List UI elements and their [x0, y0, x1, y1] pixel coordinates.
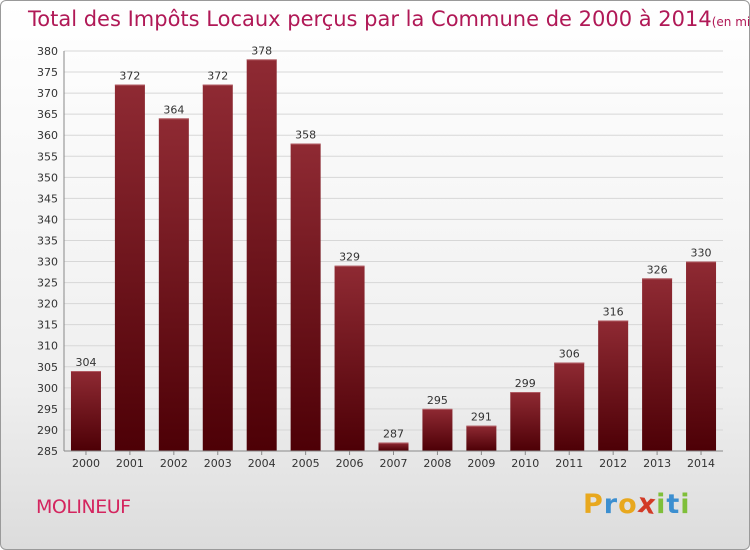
logo-letter: o: [618, 489, 638, 520]
x-tick-label-2005: 2005: [292, 457, 320, 470]
logo-letter: i: [680, 489, 691, 520]
x-tick-label-2013: 2013: [643, 457, 671, 470]
bar-2011: [554, 362, 585, 451]
data-label-2003: 372: [207, 70, 228, 83]
x-tick-label-2004: 2004: [248, 457, 276, 470]
data-label-2004: 378: [251, 44, 272, 57]
chart-title: Total des Impôts Locaux perçus par la Co…: [28, 7, 750, 31]
data-label-2000: 304: [75, 356, 96, 369]
y-tick-label: 375: [37, 66, 58, 79]
bar-2014: [686, 261, 717, 451]
y-tick-label: 380: [37, 45, 58, 58]
title-unit: (en milliers d'€): [711, 15, 750, 29]
bar-2008: [422, 408, 453, 451]
bar-2009: [466, 425, 497, 451]
y-tick-label: 335: [37, 234, 58, 247]
x-axis: 2000 2001 2002 2003 2004 2005 2006 2007 2008 2009…: [64, 450, 723, 470]
bar-2006: [334, 265, 365, 451]
y-tick-label: 345: [37, 192, 58, 205]
proxiti-logo: Proxiti: [583, 487, 691, 522]
y-tick-label: 325: [37, 277, 58, 290]
bar-2010: [510, 392, 541, 451]
x-tick-label-2001: 2001: [116, 457, 144, 470]
x-tick-label-2008: 2008: [423, 457, 451, 470]
x-tick-label-2006: 2006: [336, 457, 364, 470]
data-label-2009: 291: [471, 411, 492, 424]
y-tick-label: 370: [37, 87, 58, 100]
logo-letter: P: [583, 489, 604, 520]
data-label-2012: 316: [603, 305, 624, 318]
bar-2001: [114, 84, 145, 452]
y-tick-label: 305: [37, 361, 58, 374]
data-label-2008: 295: [427, 394, 448, 407]
y-tick-label: 320: [37, 298, 58, 311]
bar-2000: [70, 371, 101, 451]
data-label-2006: 329: [339, 251, 360, 264]
y-tick-label: 365: [37, 108, 58, 121]
y-tick-label: 315: [37, 319, 58, 332]
y-tick-label: 355: [37, 150, 58, 163]
y-tick-label: 350: [37, 171, 58, 184]
bar-2012: [598, 320, 629, 451]
data-label-2007: 287: [383, 428, 404, 441]
bar-2003: [202, 84, 233, 452]
x-tick-label-2002: 2002: [160, 457, 188, 470]
bar-2005: [290, 143, 321, 451]
bar-2002: [158, 118, 189, 452]
y-tick-label: 330: [37, 256, 58, 269]
data-label-2001: 372: [119, 70, 140, 83]
data-label-2010: 299: [515, 377, 536, 390]
data-label-2013: 326: [647, 263, 668, 276]
y-tick-label: 285: [37, 445, 58, 458]
bar-2013: [642, 278, 673, 451]
y-tick-label: 360: [37, 129, 58, 142]
data-labels: 304 372 364 372 378 358 329 287 295 291 299 306 316 3…: [75, 44, 711, 440]
bars: [70, 59, 717, 452]
x-tick-label-2003: 2003: [204, 457, 232, 470]
logo-letter: x: [635, 487, 659, 522]
bar-2004: [246, 59, 277, 451]
y-tick-label: 310: [37, 340, 58, 353]
commune-name: MOLINEUF: [36, 496, 131, 518]
y-tick-label: 295: [37, 403, 58, 416]
logo-letter: i: [656, 489, 667, 520]
title-text: Total des Impôts Locaux perçus par la Co…: [28, 7, 712, 31]
data-label-2002: 364: [163, 103, 184, 116]
x-tick-label-2007: 2007: [380, 457, 408, 470]
y-tick-label: 290: [37, 424, 58, 437]
logo-letter: t: [666, 489, 681, 520]
y-tick-label: 300: [37, 382, 58, 395]
bar-2007: [378, 442, 409, 451]
data-label-2005: 358: [295, 129, 316, 142]
logo-letter: r: [603, 489, 619, 520]
x-tick-label-2014: 2014: [687, 457, 715, 470]
data-label-2014: 330: [691, 247, 712, 260]
y-axis: 285 290 295 300 305 310 315 320 325 330 335 340 345 3…: [37, 45, 65, 458]
y-tick-label: 340: [37, 213, 58, 226]
x-tick-label-2010: 2010: [511, 457, 539, 470]
x-tick-label-2000: 2000: [72, 457, 100, 470]
x-tick-label-2012: 2012: [599, 457, 627, 470]
x-tick-label-2009: 2009: [467, 457, 495, 470]
x-tick-label-2011: 2011: [555, 457, 583, 470]
data-label-2011: 306: [559, 348, 580, 361]
